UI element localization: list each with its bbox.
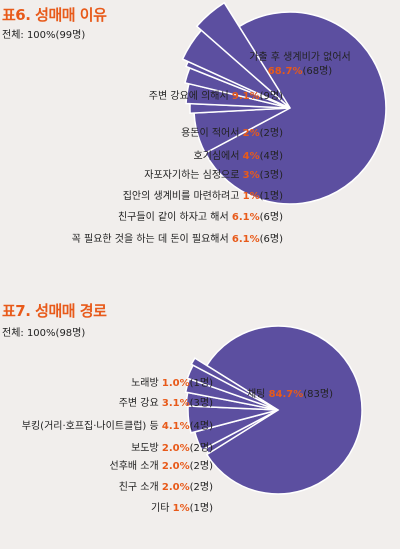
chart1-label-2: 용돈이 적어서 2%(2명) — [181, 127, 283, 139]
chart2-label-0: 채팅 84.7%(83명) — [247, 388, 333, 400]
chart2-slice-7 — [190, 357, 279, 411]
chart2-label-4: 보도방 2.0%(2명) — [131, 442, 213, 454]
chart2-label-6: 친구 소개 2.0%(2명) — [119, 481, 213, 493]
chart1-label-6: 친구들이 같이 하자고 해서 6.1%(6명) — [118, 210, 283, 223]
chart2-label-2: 주변 강요 3.1%(3명) — [119, 397, 213, 409]
chart1-slice-7 — [195, 1, 291, 109]
chart2-slice-0 — [205, 325, 363, 495]
chart1-label-1: 주변 강요에 의해서 9.1%(9명) — [149, 89, 283, 102]
chart1-subtitle: 전체: 100%(99명) — [2, 30, 86, 41]
chart1-label-5: 집안의 생계비를 마련하려고 1%(1명) — [123, 189, 283, 202]
chart1-label-3: 호기심에서 4%(4명) — [193, 150, 283, 162]
chart2-label-1: 노래방 1.0%(1명) — [131, 377, 213, 389]
chart2-label-7: 기타 1%(1명) — [151, 502, 213, 514]
chart1-title: 표6. 성매매 이유 — [2, 6, 107, 24]
chart2-label-3: 부킹(거리·호프집·나이트클럽) 등 4.1%(4명) — [22, 420, 213, 432]
chart1-label-4: 자포자기하는 심정으로 3%(3명) — [144, 168, 283, 181]
chart1-label-7: 꼭 필요한 것을 하는 데 돈이 필요해서 6.1%(6명) — [72, 232, 283, 245]
chart2-label-5: 선후배 소개 2.0%(2명) — [110, 460, 214, 472]
chart2-subtitle: 전체: 100%(98명) — [2, 328, 86, 339]
chart1-slice-0 — [204, 11, 387, 205]
chart1-label-0: 가출 후 생계비가 없어서 68.7%(68명) — [249, 50, 351, 77]
chart2-title: 표7. 성매매 경로 — [2, 302, 107, 320]
